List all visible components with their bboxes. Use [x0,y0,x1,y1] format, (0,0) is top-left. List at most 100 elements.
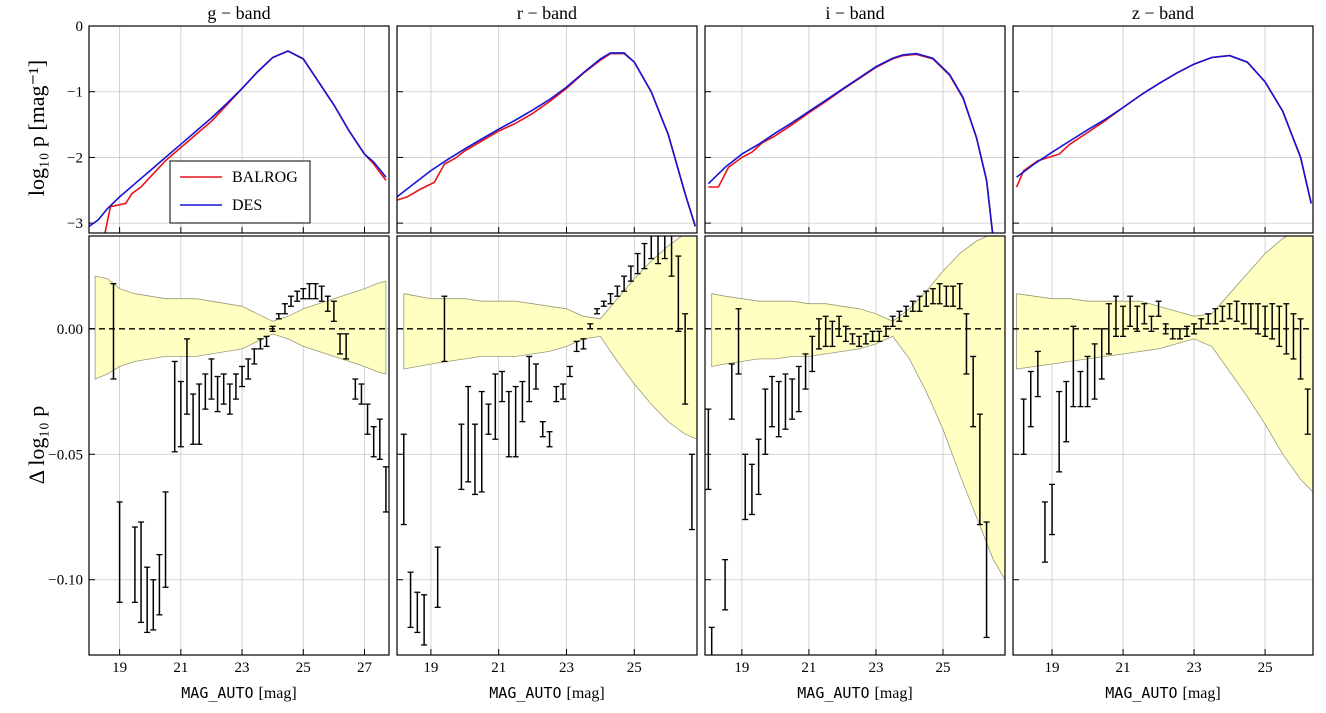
error-bar [376,418,383,460]
error-bar [414,591,421,634]
bottom-panel-frame [396,235,698,656]
y-tick-label-top: 0 [76,19,84,35]
x-tick-label: 21 [173,660,188,676]
error-bar [1262,305,1269,338]
error-bar [532,363,539,390]
x-axis-label: MAG_AUTO [mag] [489,684,604,702]
error-bar [566,365,573,378]
bottom-panel-frame [1012,235,1314,656]
error-bar [485,403,492,435]
error-bar [862,333,869,345]
error-bar [364,403,371,435]
x-axis-label: MAG_AUTO [mag] [1105,684,1220,702]
error-bar [458,423,465,491]
error-bar [573,340,580,353]
error-bar [748,463,755,516]
x-axis-label-unit: [mag] [875,685,913,702]
error-bar [1212,308,1219,325]
error-bar [976,413,983,526]
x-tick-label: 19 [112,660,127,676]
error-bar [600,300,607,307]
bottom-panel-frame [704,235,1006,656]
error-bar [471,423,478,496]
error-bar [836,315,843,338]
error-bar [138,521,145,624]
error-bar [202,373,209,410]
error-bar [251,348,258,365]
error-bar [1027,370,1034,428]
error-bar [661,236,668,260]
error-bar [896,310,903,322]
x-tick-label: 19 [423,660,438,676]
x-axis-label-quantity: MAG_AUTO [1105,684,1177,702]
top-plot-area [707,52,994,233]
error-bar [903,305,910,317]
error-bar [1049,483,1056,536]
error-bar [708,626,715,655]
x-tick-label: 25 [935,660,950,676]
y-tick-label-top: −1 [67,85,83,101]
x-tick-label: 19 [1045,660,1060,676]
error-bar [465,385,472,483]
error-bar [275,313,282,320]
error-bar [1148,315,1155,332]
error-bar [116,501,123,603]
error-bar [728,363,735,420]
y-tick-label-top: −2 [67,150,83,166]
panel-title: r − band [517,3,577,23]
error-bar [144,566,151,634]
x-axis-label-unit: [mag] [567,685,605,702]
error-bar [343,333,350,360]
error-bar [802,353,809,390]
top-plot-area [89,50,387,233]
x-tick-label: 23 [1187,660,1202,676]
error-bar [735,308,742,375]
error-bar [150,579,157,631]
error-bar [705,408,712,491]
error-bar [358,383,365,405]
error-bar [688,453,695,531]
error-bar [352,378,359,400]
x-tick-label: 23 [235,660,250,676]
error-bar [1297,318,1304,380]
y-tick-label-bottom: −0.10 [48,573,83,589]
error-bar [789,378,796,420]
error-bar [220,373,227,405]
x-axis-label-quantity: MAG_AUTO [489,684,561,702]
error-bar [546,431,553,448]
error-bar [226,383,233,415]
error-bar [655,236,662,265]
error-bar [634,252,641,275]
error-bar [916,295,923,312]
error-bar [156,553,163,616]
error-bar [492,373,499,440]
error-bar [1191,323,1198,335]
error-bar [1112,295,1119,338]
top-plot-area [397,52,697,227]
x-tick-label: 27 [357,660,373,676]
error-bar [318,285,325,302]
error-bar [306,283,313,300]
bottom-plot-area [705,236,1005,655]
uncertainty-band [94,275,387,380]
error-bar [370,426,377,458]
top-plot-area [1015,54,1312,204]
error-bar [956,283,963,310]
error-bar [1155,300,1162,317]
error-bar [190,393,197,445]
bottom-plot-area [1013,236,1313,563]
error-bar [909,300,916,312]
panel-2: i − band 19 21 23 25 MAG_AUTO [mag] [704,3,1006,702]
y-axis-label-bottom: Δ log₁₀ p [24,406,49,484]
error-bar [560,383,567,400]
error-bar [269,325,276,332]
series-line-des [397,52,697,227]
legend-label-des: DES [232,197,262,214]
error-bar [1176,328,1183,340]
error-bar [929,288,936,305]
x-tick-label: 23 [868,660,883,676]
error-bar [1226,303,1233,320]
series-line-des [707,52,994,233]
error-bar [675,255,682,332]
